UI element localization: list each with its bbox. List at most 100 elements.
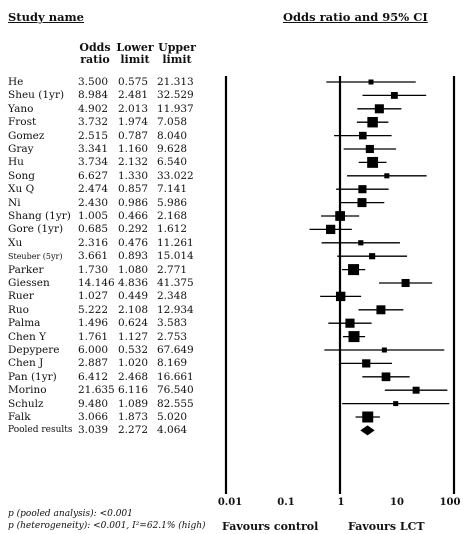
point-estimate-square (326, 224, 336, 235)
upper-limit-header-line1: Upper (158, 41, 196, 54)
study-name: Depypere (8, 344, 60, 356)
lower-limit-value: 2.481 (118, 89, 149, 102)
study-name: Yano (8, 102, 34, 115)
study-name: Schulz (8, 397, 44, 410)
favours-lct-label: Favours LCT (348, 520, 425, 533)
lower-limit-value: 1.089 (118, 397, 149, 410)
odds-ratio-value: 8.984 (78, 89, 109, 102)
lower-limit-value: 1.330 (118, 169, 149, 182)
point-estimate-square (359, 131, 367, 140)
point-estimate-square (381, 347, 387, 353)
odds-ratio-value: 3.066 (78, 411, 109, 423)
odds-ratio-value: 1.027 (78, 290, 109, 303)
odds-ratio-value: 3.734 (78, 156, 109, 169)
pooled-p-value-note: p (pooled analysis): <0.001 (8, 509, 133, 519)
study-name: Parker (8, 263, 44, 276)
point-estimate-square (384, 173, 390, 179)
study-name: Chen Y (8, 330, 47, 343)
axis-tick-label: 0.01 (217, 497, 243, 508)
point-estimate-square (381, 372, 391, 382)
study-name: Shang (1yr) (8, 210, 71, 222)
upper-limit-value: 21.313 (157, 76, 194, 88)
odds-ratio-value: 4.902 (78, 102, 109, 115)
point-estimate-square (357, 198, 367, 208)
odds-ratio-value: 3.732 (78, 116, 109, 129)
study-name: Ni (8, 196, 21, 209)
upper-limit-value: 76.540 (157, 384, 194, 397)
lower-limit-value: 2.468 (118, 370, 149, 383)
upper-limit-value: 7.141 (157, 183, 188, 196)
upper-limit-value: 8.169 (157, 357, 188, 370)
point-estimate-square (335, 211, 345, 221)
odds-ratio-value: 6.627 (78, 169, 109, 182)
pooled-diamond (360, 425, 375, 436)
lower-limit-value: 0.292 (118, 223, 149, 236)
upper-limit-value: 33.022 (157, 169, 194, 182)
upper-limit-value: 16.661 (157, 370, 194, 383)
point-estimate-square (390, 91, 398, 99)
odds-ratio-value: 5.222 (78, 303, 109, 316)
lower-limit-value: 1.160 (118, 143, 149, 155)
upper-limit-value: 11.937 (157, 102, 194, 115)
study-name: Xu (8, 236, 23, 249)
study-name: Steuber (5yr) (8, 252, 63, 262)
lower-limit-column-header: Lower limit (116, 42, 154, 66)
lower-limit-value: 0.476 (118, 236, 149, 249)
lower-limit-value: 1.020 (118, 357, 149, 370)
point-estimate-square (401, 278, 410, 288)
study-name-header: Study name (8, 10, 85, 24)
upper-limit-value: 8.040 (157, 129, 188, 142)
point-estimate-square (412, 386, 420, 394)
point-estimate-square (368, 79, 374, 85)
study-name: Hu (8, 156, 24, 169)
odds-ratio-value: 6.000 (78, 344, 109, 356)
lower-limit-value: 1.127 (118, 330, 149, 343)
odds-ratio-header-line2: ratio (80, 53, 110, 66)
upper-limit-header-line2: limit (162, 53, 192, 66)
odds-ratio-value: 21.635 (78, 384, 115, 397)
point-estimate-square (367, 116, 378, 128)
upper-limit-value: 32.529 (157, 89, 194, 102)
odds-ratio-value: 9.480 (78, 397, 109, 410)
point-estimate-square (335, 291, 346, 302)
study-name: Ruo (8, 303, 29, 316)
upper-limit-column-header: Upper limit (156, 42, 198, 66)
upper-limit-value: 2.771 (157, 263, 188, 276)
lower-limit-value: 4.836 (118, 277, 149, 289)
point-estimate-square (358, 240, 364, 246)
point-estimate-square (374, 104, 384, 114)
odds-ratio-value: 2.474 (78, 183, 109, 196)
point-estimate-square (369, 253, 376, 260)
odds-ratio-value: 2.316 (78, 236, 109, 249)
upper-limit-value: 7.058 (157, 116, 188, 129)
lower-limit-value: 2.132 (118, 156, 149, 169)
upper-limit-value: 6.540 (157, 156, 188, 169)
upper-limit-value: 15.014 (157, 250, 194, 263)
upper-limit-value: 82.555 (157, 397, 194, 410)
point-estimate-square (376, 305, 386, 315)
lower-limit-value: 0.532 (118, 344, 149, 356)
upper-limit-value: 9.628 (157, 143, 188, 155)
lower-limit-value: 6.116 (118, 384, 149, 397)
lower-limit-value: 1.873 (118, 411, 149, 423)
upper-limit-value: 3.583 (157, 317, 188, 330)
lower-limit-value: 0.893 (118, 250, 149, 263)
study-name: Gomez (8, 129, 45, 142)
study-name: Ruer (8, 290, 34, 303)
upper-limit-value: 5.020 (157, 411, 188, 423)
odds-ratio-value: 14.146 (78, 277, 115, 289)
upper-limit-value: 41.375 (157, 277, 194, 289)
upper-limit-value: 2.168 (157, 210, 188, 222)
odds-ratio-header-line1: Odds (79, 41, 111, 54)
point-estimate-square (365, 144, 374, 154)
study-name: Giessen (8, 277, 50, 289)
lower-limit-value: 0.986 (118, 196, 149, 209)
upper-limit-value: 1.612 (157, 223, 188, 236)
study-name: Frost (8, 116, 37, 129)
odds-ratio-column-header: Odds ratio (76, 42, 114, 66)
study-name: He (8, 76, 24, 88)
odds-ratio-value: 2.430 (78, 196, 109, 209)
odds-ratio-value: 0.685 (78, 223, 109, 236)
